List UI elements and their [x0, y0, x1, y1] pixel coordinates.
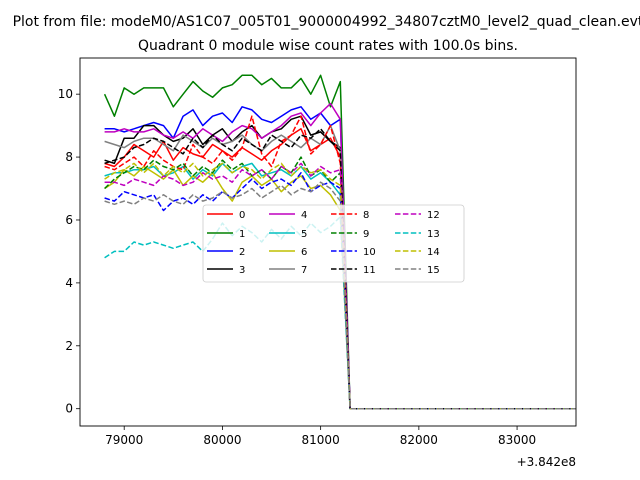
- x-tick-label: 83000: [498, 433, 536, 447]
- y-tick-label: 0: [65, 402, 73, 416]
- x-offset-label: +3.842e8: [517, 455, 576, 469]
- legend-label-10: 10: [363, 247, 376, 258]
- chart-title: Quadrant 0 module wise count rates with …: [138, 38, 518, 54]
- legend-label-5: 5: [301, 229, 307, 240]
- legend-label-14: 14: [427, 247, 440, 258]
- x-tick-label: 80000: [203, 433, 241, 447]
- y-tick-label: 2: [65, 339, 73, 353]
- legend-label-13: 13: [427, 229, 440, 240]
- figure-suptitle: Plot from file: modeM0/AS1C07_005T01_900…: [13, 14, 640, 30]
- legend-label-0: 0: [239, 210, 245, 221]
- x-tick-label: 82000: [400, 433, 438, 447]
- legend-label-1: 1: [239, 229, 245, 240]
- legend-label-15: 15: [427, 265, 440, 276]
- legend-label-8: 8: [363, 210, 369, 221]
- legend-label-9: 9: [363, 229, 369, 240]
- legend-label-4: 4: [301, 210, 307, 221]
- legend-label-12: 12: [427, 210, 440, 221]
- y-tick-label: 10: [58, 87, 73, 101]
- y-tick-label: 8: [65, 150, 73, 164]
- x-tick-label: 81000: [302, 433, 340, 447]
- y-tick-label: 4: [65, 276, 73, 290]
- y-tick-label: 6: [65, 213, 73, 227]
- legend-label-2: 2: [239, 247, 245, 258]
- legend-label-7: 7: [301, 265, 307, 276]
- series-line-14: [104, 162, 576, 410]
- plot-frame: [79, 57, 577, 427]
- x-tick-label: 79000: [105, 433, 143, 447]
- series-layer: [103, 74, 576, 410]
- legend-label-3: 3: [239, 265, 245, 276]
- legend-box: [202, 204, 465, 283]
- legend-label-6: 6: [301, 247, 307, 258]
- legend-label-11: 11: [363, 265, 376, 276]
